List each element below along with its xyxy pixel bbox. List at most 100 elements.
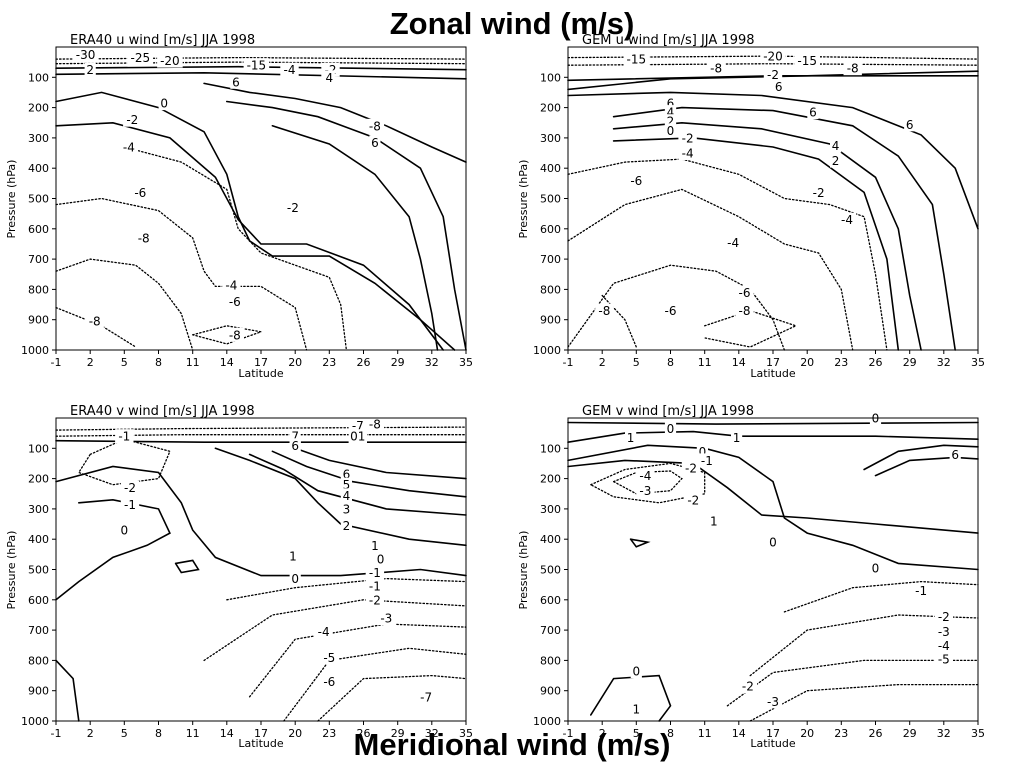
contour-label-bg: [320, 674, 339, 689]
contour-line: [55, 306, 137, 348]
contour-label: 01: [350, 430, 365, 444]
contour-label-bg: [365, 592, 385, 607]
contour-line: [55, 197, 308, 351]
x-tick-label: 17: [766, 727, 780, 740]
y-tick-label: 100: [28, 442, 49, 455]
contour-label: -8: [138, 231, 150, 245]
contour-label: 2: [667, 115, 675, 129]
y-tick-label: 1000: [21, 344, 49, 357]
contour-label-bg: [158, 96, 170, 111]
contour-label-bg: [681, 461, 701, 475]
contour-label: -4: [123, 141, 135, 155]
y-tick-label: 600: [28, 223, 49, 236]
contour-label-bg: [794, 53, 820, 68]
contour-label: 1: [371, 539, 379, 553]
gem-u-wind-y-ticks: 100 200 300 400 500 600 700 800 900 1000: [533, 71, 568, 357]
contour-label: -3: [938, 625, 950, 639]
contour-label: -2: [682, 131, 694, 145]
y-tick-label: 300: [28, 503, 49, 516]
contour-label: 6: [775, 80, 783, 94]
contour-label: 1: [632, 702, 640, 716]
contour-line: [567, 158, 888, 351]
contour-label: 0: [377, 552, 385, 566]
y-tick-label: 800: [28, 654, 49, 667]
contour-label: -3: [767, 695, 779, 709]
contour-label-bg: [934, 609, 953, 624]
contour-label-bg: [625, 430, 637, 445]
contour-label: -6: [739, 286, 751, 300]
gem-u-wind-x-axis-label: Latitude: [750, 367, 796, 380]
x-tick-label: 32: [425, 356, 439, 369]
contour-label: 0: [872, 562, 880, 576]
x-tick-label: 11: [698, 356, 712, 369]
contour-line: [174, 559, 200, 574]
x-tick-label: 23: [322, 727, 336, 740]
contour-line: [567, 421, 979, 425]
contour-label-bg: [684, 492, 703, 507]
x-tick-label: 26: [357, 727, 371, 740]
contour-label-bg: [123, 112, 142, 127]
gem-v-wind-panel: GEM v wind [m/s] JJA 1998 001 10 6-1-2-4-3…: [517, 404, 985, 750]
contour-label: -4: [841, 213, 853, 227]
y-tick-label: 500: [540, 193, 561, 206]
contour-label: -4: [225, 278, 237, 292]
contour-label: 1: [289, 549, 297, 563]
contour-label-bg: [131, 185, 150, 200]
contour-label: -2: [813, 186, 825, 200]
contour-label-bg: [664, 123, 677, 138]
era40-v-wind-contours: [55, 426, 467, 722]
contour-label-bg: [369, 538, 381, 553]
x-tick-label: 14: [220, 356, 234, 369]
contour-line: [226, 577, 467, 601]
era40-v-wind-x-axis-label: Latitude: [238, 737, 284, 750]
contour-label: 3: [343, 502, 351, 516]
contour-line: [55, 121, 444, 351]
contour-label-bg: [636, 468, 655, 483]
y-tick-label: 900: [540, 685, 561, 698]
contour-label: -2: [325, 63, 337, 77]
contour-label: 2: [832, 154, 840, 168]
contour-label-bg: [340, 467, 352, 482]
contour-label: -30: [76, 48, 96, 62]
contour-label: -7: [352, 419, 364, 433]
contour-line: [203, 599, 467, 662]
contour-label: 0: [160, 97, 168, 111]
y-tick-label: 1000: [533, 715, 561, 728]
contour-label: -2: [287, 201, 299, 215]
y-tick-label: 700: [540, 624, 561, 637]
contour-label: 6: [291, 439, 299, 453]
contour-label: -1: [701, 454, 713, 468]
contour-label: -15: [626, 53, 646, 67]
contour-line: [271, 450, 467, 498]
contour-line: [874, 456, 979, 477]
contour-label: -5: [323, 651, 335, 665]
contour-label-bg: [630, 701, 642, 716]
contour-label: 5: [343, 478, 351, 492]
era40-v-wind-x-ticks: -1 2 5 8 11 14 17 20 23 26 29 32 35: [51, 721, 473, 740]
contour-label-bg: [118, 523, 130, 538]
contour-label: -8: [847, 62, 859, 76]
contour-label-bg: [696, 444, 708, 459]
contour-label: -1: [915, 584, 927, 598]
contour-line: [567, 264, 786, 351]
contour-label-bg: [243, 58, 270, 73]
contour-label-bg: [120, 497, 140, 512]
x-tick-label: 32: [425, 727, 439, 740]
x-tick-label: -1: [563, 727, 574, 740]
contour-label: -8: [369, 418, 381, 432]
y-tick-label: 300: [28, 132, 49, 145]
x-tick-label: -1: [51, 727, 62, 740]
contour-label: -3: [380, 612, 392, 626]
era40-v-wind-plot-frame: [55, 417, 467, 722]
contour-line: [783, 580, 979, 613]
gem-u-wind-title: GEM u wind [m/s] JJA 1998: [582, 33, 755, 48]
contour-label: 1: [627, 431, 635, 445]
contour-label: 6: [371, 136, 379, 150]
contour-label: -4: [284, 63, 296, 77]
contour-label: -2: [369, 593, 381, 607]
x-tick-label: 5: [633, 356, 640, 369]
contour-label-bg: [934, 624, 953, 639]
contour-label: 6: [951, 448, 959, 462]
contour-label: -8: [229, 328, 241, 342]
contour-line: [123, 146, 348, 351]
